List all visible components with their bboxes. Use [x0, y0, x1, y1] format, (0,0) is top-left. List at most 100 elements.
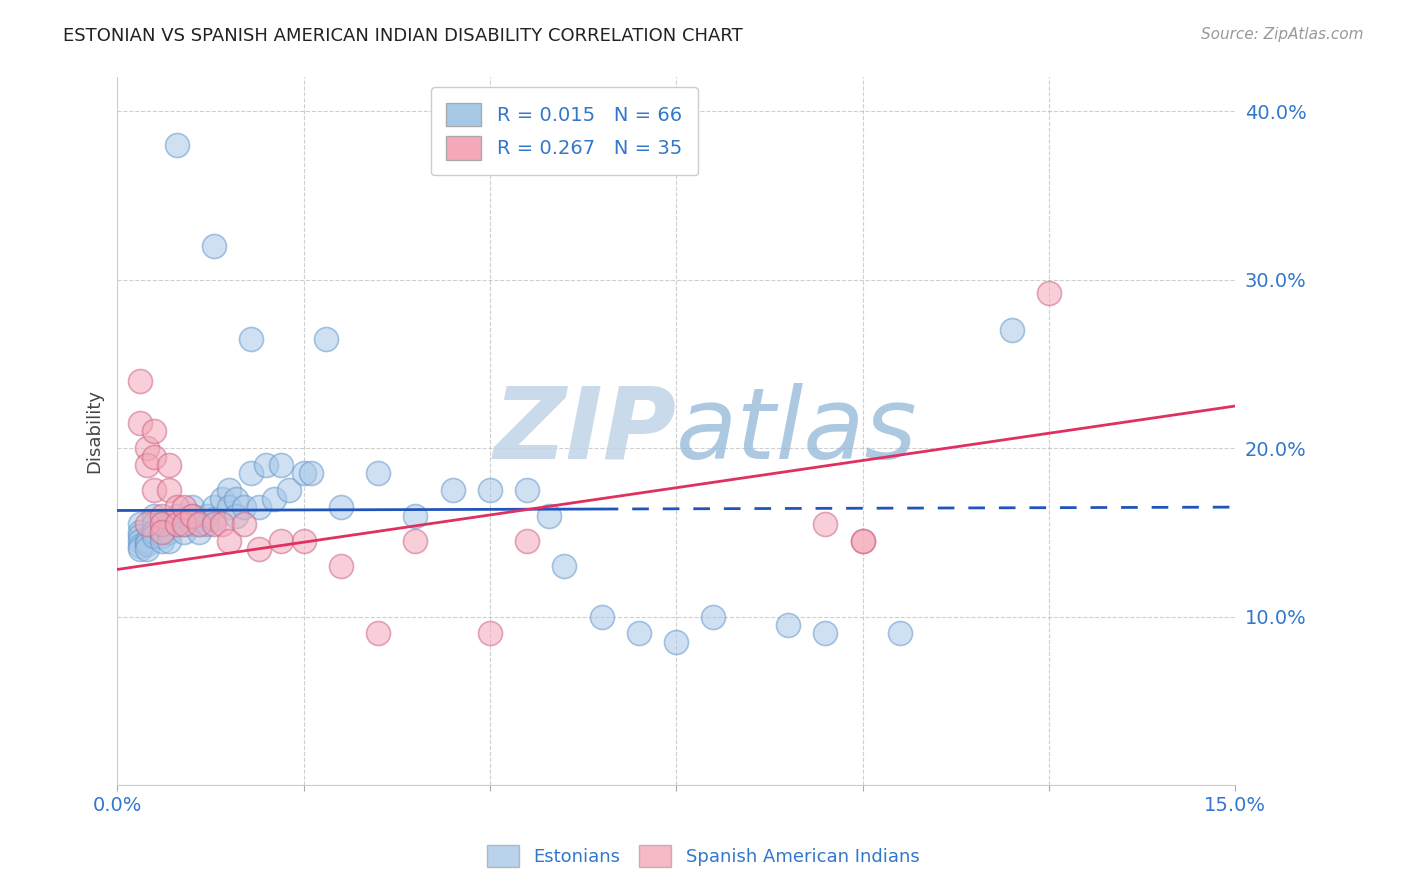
Point	[157, 533, 180, 548]
Point	[143, 525, 166, 540]
Point	[128, 525, 150, 540]
Point	[188, 516, 211, 531]
Point	[173, 516, 195, 531]
Point	[150, 508, 173, 523]
Point	[814, 626, 837, 640]
Point	[776, 618, 799, 632]
Point	[270, 533, 292, 548]
Point	[1000, 323, 1022, 337]
Point	[157, 458, 180, 472]
Point	[188, 525, 211, 540]
Point	[254, 458, 277, 472]
Point	[665, 635, 688, 649]
Point	[128, 374, 150, 388]
Point	[136, 441, 159, 455]
Point	[516, 533, 538, 548]
Point	[538, 508, 561, 523]
Point	[851, 533, 873, 548]
Point	[367, 626, 389, 640]
Point	[404, 533, 426, 548]
Point	[166, 508, 188, 523]
Point	[166, 500, 188, 515]
Point	[292, 467, 315, 481]
Point	[232, 500, 254, 515]
Point	[157, 525, 180, 540]
Point	[225, 491, 247, 506]
Point	[218, 500, 240, 515]
Point	[136, 537, 159, 551]
Point	[202, 516, 225, 531]
Text: ESTONIAN VS SPANISH AMERICAN INDIAN DISABILITY CORRELATION CHART: ESTONIAN VS SPANISH AMERICAN INDIAN DISA…	[63, 27, 742, 45]
Point	[136, 542, 159, 557]
Point	[202, 500, 225, 515]
Point	[202, 512, 225, 526]
Point	[211, 516, 233, 531]
Point	[247, 500, 270, 515]
Point	[240, 467, 263, 481]
Point	[166, 516, 188, 531]
Point	[150, 525, 173, 540]
Point	[240, 332, 263, 346]
Point	[173, 516, 195, 531]
Y-axis label: Disability: Disability	[86, 389, 103, 474]
Point	[329, 500, 352, 515]
Point	[173, 525, 195, 540]
Text: Source: ZipAtlas.com: Source: ZipAtlas.com	[1201, 27, 1364, 42]
Point	[211, 491, 233, 506]
Point	[277, 483, 299, 498]
Point	[553, 559, 575, 574]
Point	[299, 467, 322, 481]
Point	[166, 137, 188, 152]
Point	[329, 559, 352, 574]
Point	[143, 508, 166, 523]
Point	[157, 516, 180, 531]
Point	[128, 416, 150, 430]
Point	[315, 332, 337, 346]
Point	[814, 516, 837, 531]
Point	[150, 529, 173, 543]
Point	[150, 516, 173, 531]
Point	[128, 529, 150, 543]
Point	[180, 508, 202, 523]
Point	[441, 483, 464, 498]
Point	[270, 458, 292, 472]
Point	[143, 450, 166, 464]
Legend: R = 0.015   N = 66, R = 0.267   N = 35: R = 0.015 N = 66, R = 0.267 N = 35	[430, 87, 697, 176]
Point	[225, 508, 247, 523]
Point	[188, 516, 211, 531]
Point	[180, 500, 202, 515]
Point	[195, 508, 218, 523]
Point	[173, 500, 195, 515]
Point	[218, 483, 240, 498]
Point	[136, 458, 159, 472]
Point	[150, 516, 173, 531]
Point	[143, 529, 166, 543]
Point	[136, 516, 159, 531]
Point	[150, 533, 173, 548]
Point	[136, 533, 159, 548]
Point	[702, 609, 724, 624]
Point	[516, 483, 538, 498]
Point	[180, 508, 202, 523]
Point	[143, 516, 166, 531]
Point	[404, 508, 426, 523]
Point	[247, 542, 270, 557]
Point	[591, 609, 613, 624]
Point	[128, 533, 150, 548]
Point	[478, 626, 501, 640]
Text: atlas: atlas	[676, 383, 918, 480]
Point	[143, 483, 166, 498]
Point	[478, 483, 501, 498]
Point	[232, 516, 254, 531]
Point	[128, 516, 150, 531]
Legend: Estonians, Spanish American Indians: Estonians, Spanish American Indians	[479, 838, 927, 874]
Point	[292, 533, 315, 548]
Point	[263, 491, 285, 506]
Point	[202, 239, 225, 253]
Point	[166, 516, 188, 531]
Point	[218, 533, 240, 548]
Point	[180, 516, 202, 531]
Point	[157, 483, 180, 498]
Point	[851, 533, 873, 548]
Text: ZIP: ZIP	[494, 383, 676, 480]
